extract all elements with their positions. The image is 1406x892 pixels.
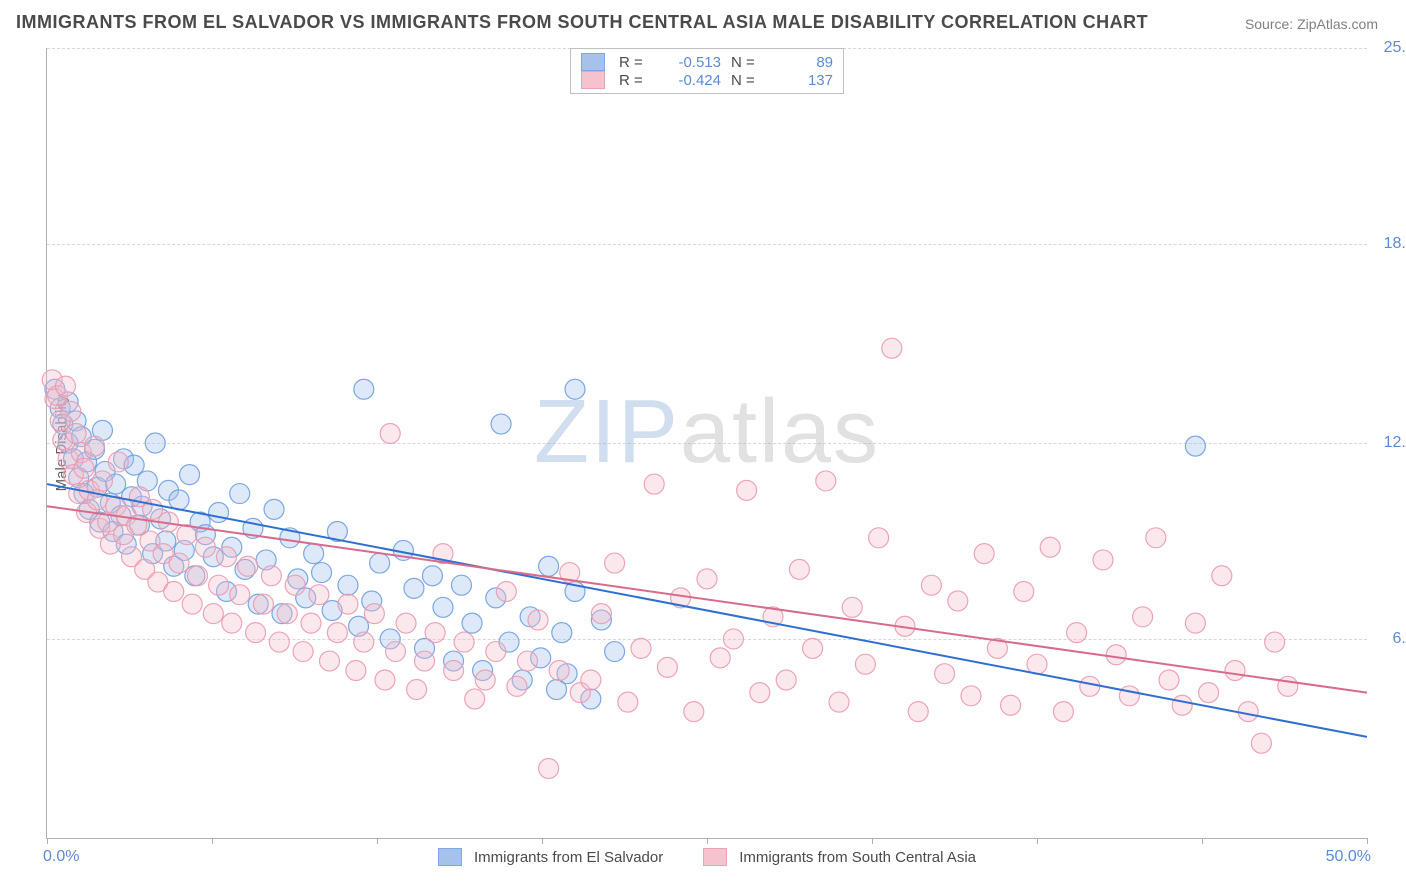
legend-r-value-1: -0.424 [665, 72, 721, 89]
x-tick [377, 838, 378, 844]
legend-bottom-swatch-1 [703, 848, 727, 866]
legend-bottom-label-0: Immigrants from El Salvador [474, 849, 663, 866]
x-tick [542, 838, 543, 844]
trend-lines-svg [47, 48, 1367, 838]
source-link[interactable]: ZipAtlas.com [1297, 16, 1378, 32]
legend-r-value-0: -0.513 [665, 54, 721, 71]
x-tick [212, 838, 213, 844]
legend-top-row-1: R = -0.424 N = 137 [581, 71, 833, 89]
legend-bottom: Immigrants from El Salvador Immigrants f… [438, 848, 976, 866]
y-tick-label: 6.3% [1374, 630, 1406, 648]
legend-n-label: N = [731, 54, 767, 71]
legend-top: R = -0.513 N = 89 R = -0.424 N = 137 [570, 48, 844, 94]
legend-swatch-0 [581, 53, 605, 71]
plot-area: Male Disability ZIPatlas 25.0%18.8%12.5%… [46, 48, 1367, 839]
trend-line-series-0 [47, 484, 1367, 737]
x-tick [1037, 838, 1038, 844]
legend-bottom-item-0: Immigrants from El Salvador [438, 848, 663, 866]
x-axis-min-label: 0.0% [43, 848, 79, 866]
legend-n-value-1: 137 [777, 72, 833, 89]
source-label: Source: ZipAtlas.com [1245, 16, 1378, 32]
y-tick-label: 18.8% [1374, 235, 1406, 253]
x-tick [1367, 838, 1368, 844]
trend-line-series-1 [47, 506, 1367, 692]
legend-bottom-item-1: Immigrants from South Central Asia [703, 848, 976, 866]
legend-n-label: N = [731, 72, 767, 89]
chart-title: IMMIGRANTS FROM EL SALVADOR VS IMMIGRANT… [16, 12, 1148, 33]
legend-swatch-1 [581, 71, 605, 89]
source-prefix: Source: [1245, 16, 1297, 32]
y-tick-label: 25.0% [1374, 39, 1406, 57]
legend-r-label: R = [619, 54, 655, 71]
legend-r-label: R = [619, 72, 655, 89]
legend-bottom-label-1: Immigrants from South Central Asia [739, 849, 976, 866]
legend-bottom-swatch-0 [438, 848, 462, 866]
x-tick [707, 838, 708, 844]
legend-n-value-0: 89 [777, 54, 833, 71]
x-tick [47, 838, 48, 844]
x-tick [872, 838, 873, 844]
y-tick-label: 12.5% [1374, 434, 1406, 452]
legend-top-row-0: R = -0.513 N = 89 [581, 53, 833, 71]
x-tick [1202, 838, 1203, 844]
x-axis-max-label: 50.0% [1326, 848, 1371, 866]
